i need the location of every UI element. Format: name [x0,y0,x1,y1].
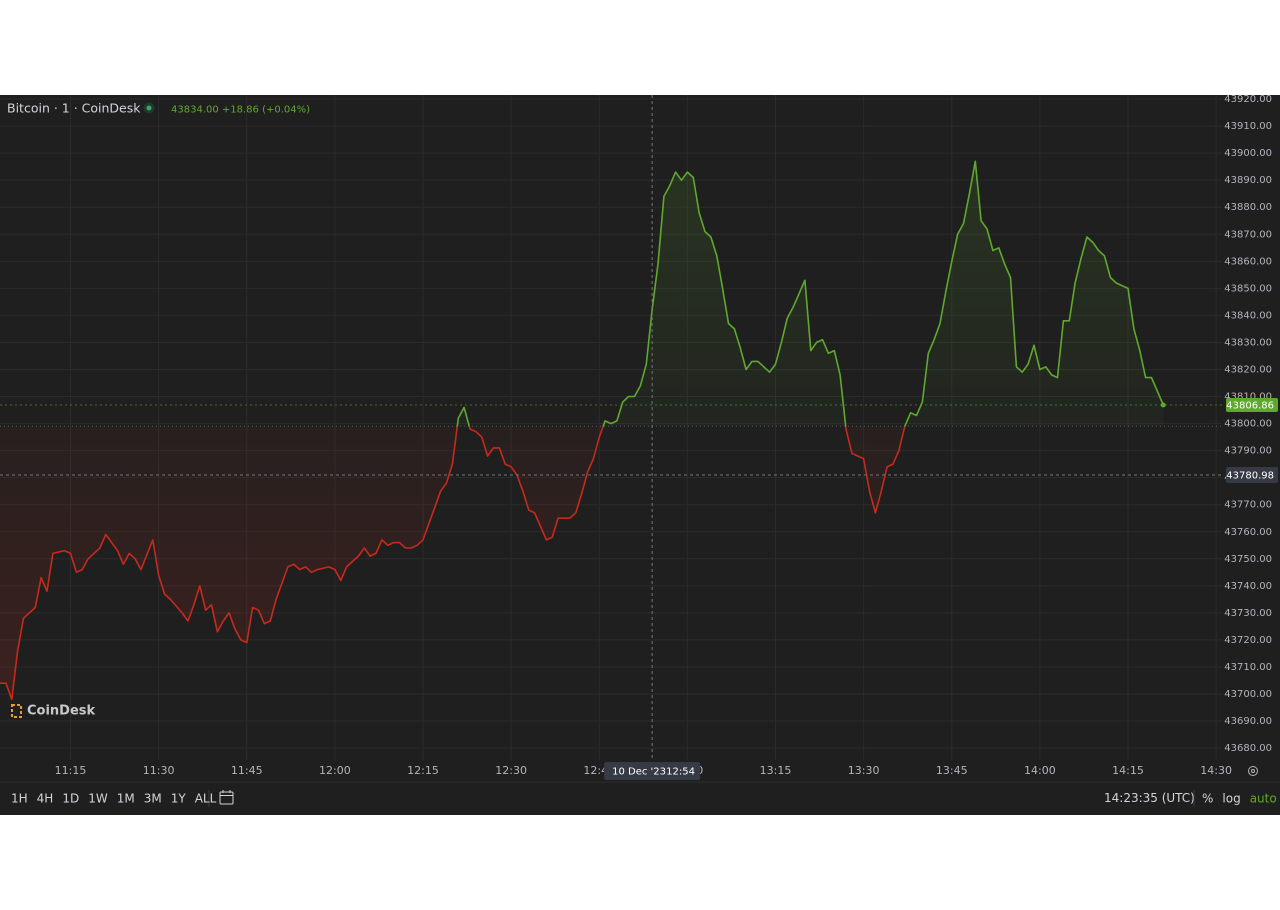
crosshair-date-label: 10 Dec '23 [612,767,666,778]
y-tick-label: 43910.00 [1224,121,1272,132]
y-tick-label: 43760.00 [1224,527,1272,538]
y-tick-label: 43730.00 [1224,608,1272,619]
x-tick-label: 14:00 [1024,764,1056,777]
crosshair-time-label: 12:54 [666,767,695,778]
y-tick-label: 43800.00 [1224,419,1272,430]
series-title: Bitcoin · 1 · CoinDesk [7,101,141,116]
range-button[interactable]: 1Y [171,792,187,806]
x-tick-label: 13:15 [760,764,792,777]
range-button[interactable]: ALL [195,792,217,806]
clock: 14:23:35 (UTC) [1104,791,1195,805]
y-tick-label: 43790.00 [1224,446,1272,457]
y-tick-label: 43740.00 [1224,581,1272,592]
last-price-label: 43806.86 [1226,401,1274,412]
y-tick-label: 43820.00 [1224,364,1272,375]
last-point [1160,402,1166,408]
x-tick-label: 11:45 [231,764,263,777]
y-tick-label: 43710.00 [1224,662,1272,673]
range-button[interactable]: 1W [88,792,108,806]
y-tick-label: 43880.00 [1224,202,1272,213]
legend-values: 43834.00 +18.86 (+0.04%) [171,105,310,116]
x-tick-label: 13:30 [848,764,880,777]
last-price-tag [1226,398,1278,413]
y-tick-label: 43810.00 [1224,392,1272,403]
range-button[interactable]: 1H [11,792,28,806]
y-tick-label: 43850.00 [1224,283,1272,294]
scale-option[interactable]: % [1202,792,1213,806]
range-button[interactable]: 1M [117,792,135,806]
y-tick-label: 43870.00 [1224,229,1272,240]
crosshair-price-tag [1226,467,1278,484]
x-tick-label: 12:00 [319,764,351,777]
settings-button[interactable] [1248,766,1258,776]
crosshair-time-tag [604,762,701,780]
range-button[interactable]: 3M [144,792,162,806]
watermark-logo [11,704,22,718]
crosshair-price-label: 43780.98 [1226,471,1274,482]
x-tick-label: 14:15 [1112,764,1144,777]
chart: 43680.00 43690.00 43700.00 43710.00 43720.00… [0,95,1280,815]
y-tick-label: 43920.00 [1224,95,1272,105]
y-tick-label: 43770.00 [1224,500,1272,511]
x-tick-label: 11:30 [143,764,175,777]
y-tick-label: 43860.00 [1224,256,1272,267]
y-tick-label: 43890.00 [1224,175,1272,186]
range-button[interactable]: 1D [62,792,79,806]
watermark: CoinDesk [27,704,96,719]
x-tick-label: 12:15 [407,764,439,777]
y-tick-label: 43840.00 [1224,310,1272,321]
x-tick-label: 11:15 [55,764,87,777]
price-line [0,160,1165,701]
y-tick-label: 43700.00 [1224,689,1272,700]
x-tick-label: 14:30 [1200,764,1232,777]
x-tick-label: 12:30 [495,764,527,777]
status-dot [146,105,152,111]
scale-option[interactable]: auto [1250,792,1277,806]
y-tick-label: 43900.00 [1224,148,1272,159]
scale-option[interactable]: log [1222,792,1240,806]
y-tick-label: 43750.00 [1224,554,1272,565]
y-tick-label: 43690.00 [1224,716,1272,727]
date-range-button[interactable] [219,790,234,805]
y-tick-label: 43680.00 [1224,743,1272,754]
y-tick-label: 43830.00 [1224,337,1272,348]
x-tick-label: 13:45 [936,764,968,777]
y-tick-label: 43720.00 [1224,635,1272,646]
range-button[interactable]: 4H [37,792,54,806]
